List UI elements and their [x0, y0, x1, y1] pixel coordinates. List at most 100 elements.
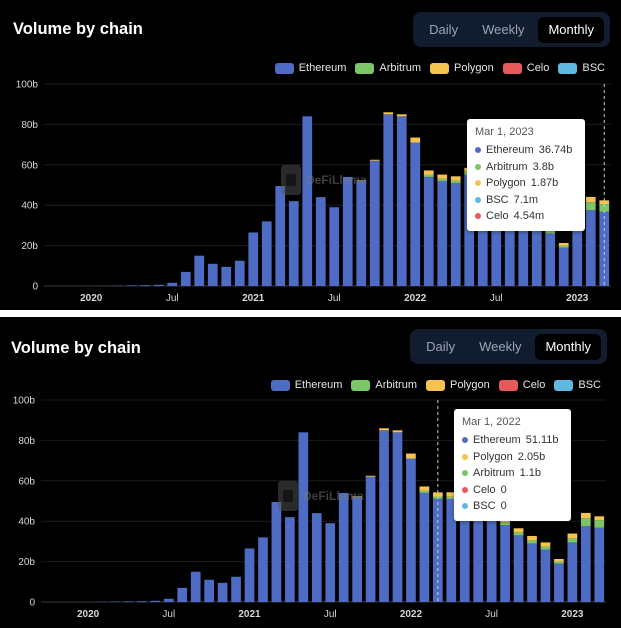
legend-swatch [558, 62, 578, 74]
y-tick-label: 80b [21, 120, 38, 131]
tooltip-dot [475, 180, 481, 187]
bar-segment-ethereum [338, 492, 349, 602]
tooltip-series-name: Polygon [486, 177, 526, 189]
legend-label: Arbitrum [379, 62, 421, 74]
legend-item-bsc[interactable]: BSC [558, 62, 605, 74]
legend-item-polygon[interactable]: Polygon [425, 379, 490, 391]
tooltip-row: Arbitrum 1.1b [462, 465, 563, 482]
bar-segment-ethereum [545, 233, 556, 286]
tooltip-series-value: 4.54m [513, 210, 545, 222]
bar-segment-ethereum [298, 432, 309, 602]
period-tabs: Daily Weekly Monthly [410, 329, 607, 364]
legend-item-ethereum[interactable]: Ethereum [270, 379, 342, 391]
tab-weekly[interactable]: Weekly [479, 338, 522, 354]
tab-daily[interactable]: Daily [426, 338, 456, 354]
tooltip-series-value: 0 [500, 500, 507, 512]
bar-segment-arbitrum [419, 490, 430, 493]
watermark: DeFiLlama [278, 481, 364, 511]
legend-item-arbitrum[interactable]: Arbitrum [355, 62, 421, 74]
x-tick-label: 2021 [238, 609, 261, 620]
bar-segment-ethereum [527, 543, 537, 602]
bar-segment-ethereum [567, 542, 578, 602]
bar-segment-ethereum [207, 263, 218, 286]
bar-segment-arbitrum [513, 532, 524, 536]
bar-segment-arbitrum [446, 496, 457, 499]
tooltip-dot [475, 213, 481, 220]
bar-segment-polygon [527, 535, 537, 541]
tab-monthly[interactable]: Monthly [538, 16, 604, 43]
bar-segment-ethereum [558, 247, 569, 286]
legend-item-ethereum[interactable]: Ethereum [274, 62, 346, 74]
bar-segment-ethereum [572, 226, 583, 286]
legend-item-bsc[interactable]: BSC [554, 379, 601, 391]
bar-segment-arbitrum [594, 520, 605, 528]
bar-segment-ethereum [150, 600, 161, 602]
bar-segment-ethereum [302, 116, 313, 286]
llama-logo-icon [281, 165, 301, 195]
legend-item-polygon[interactable]: Polygon [429, 62, 494, 74]
bar-segment-ethereum [231, 576, 241, 602]
chart-tooltip: Mar 1, 2022 Ethereum 51.11b Polygon 2.05b … [454, 409, 571, 521]
y-tick-label: 100b [16, 80, 39, 91]
legend-label: Celo [522, 379, 546, 391]
tooltip-date: Mar 1, 2023 [475, 126, 534, 138]
bar-segment-ethereum [204, 579, 214, 602]
bar-segment-ethereum [315, 197, 326, 286]
legend-label: BSC [578, 379, 601, 391]
bar-segment-polygon [433, 492, 443, 497]
bar-segment-polygon [419, 486, 430, 491]
bar-segment-arbitrum [437, 178, 448, 181]
tooltip-dot [462, 470, 468, 477]
chart-panel-bottom: Volume by chain Daily Weekly Monthly Eth… [0, 317, 621, 628]
tab-daily[interactable]: Daily [429, 21, 459, 37]
bar-segment-ethereum [477, 195, 488, 286]
bar-segment-arbitrum [580, 518, 591, 527]
legend-swatch [429, 62, 449, 74]
tooltip-row: Polygon 1.87b [475, 175, 577, 192]
tooltip-series-value: 51.11b [525, 434, 559, 446]
legend-swatch [355, 62, 375, 74]
tooltip-series-value: 7.1m [513, 193, 539, 206]
bar-segment-ethereum [392, 432, 403, 602]
y-tick-label: 100b [13, 396, 36, 407]
legend-item-celo[interactable]: Celo [502, 62, 550, 74]
legend-label: Polygon [453, 62, 494, 74]
bar-segment-ethereum [325, 523, 336, 602]
tooltip-dot [475, 196, 481, 203]
legend-item-arbitrum[interactable]: Arbitrum [351, 379, 417, 391]
tooltip-series-value: 0 [500, 483, 507, 496]
tooltip-dot [475, 163, 481, 170]
bar-segment-polygon [437, 174, 448, 179]
bar-segment-polygon [554, 558, 564, 562]
bar-segment-ethereum [580, 526, 591, 602]
stacked-bar-chart[interactable]: 0 20b 40b 60b 80b 100b 2020 Jul 2021 Jul 2022 Jul 20… [0, 317, 621, 628]
tab-monthly[interactable]: Monthly [535, 333, 601, 360]
llama-logo-icon [278, 481, 298, 511]
x-tick-label: 2020 [77, 609, 100, 620]
y-tick-label: 60b [21, 160, 38, 171]
bar-segment-ethereum [311, 513, 322, 602]
x-tick-label: Jul [485, 609, 498, 620]
bar-segment-arbitrum [599, 204, 610, 212]
bar-segment-ethereum [531, 227, 542, 286]
tab-weekly[interactable]: Weekly [482, 21, 525, 37]
bar-segment-ethereum [261, 221, 272, 286]
bar-segment-polygon [352, 496, 362, 497]
legend-swatch [425, 379, 445, 391]
bar-segment-ethereum [221, 266, 232, 286]
bar-segment-polygon [369, 159, 380, 161]
bar-segment-ethereum [437, 180, 448, 286]
bar-segment-ethereum [504, 209, 515, 286]
bar-segment-ethereum [153, 284, 164, 286]
bar-segment-arbitrum [423, 174, 434, 177]
y-tick-label: 80b [18, 436, 35, 447]
legend-item-celo[interactable]: Celo [498, 379, 546, 391]
legend-label: Celo [526, 62, 550, 74]
tooltip-dot [462, 453, 468, 460]
bar-segment-ethereum [217, 582, 228, 602]
bar-segment-arbitrum [527, 540, 537, 544]
bar-segment-ethereum [258, 537, 268, 602]
bar-segment-ethereum [486, 517, 497, 602]
bar-segment-polygon [379, 428, 389, 431]
bar-segment-polygon [580, 512, 591, 519]
